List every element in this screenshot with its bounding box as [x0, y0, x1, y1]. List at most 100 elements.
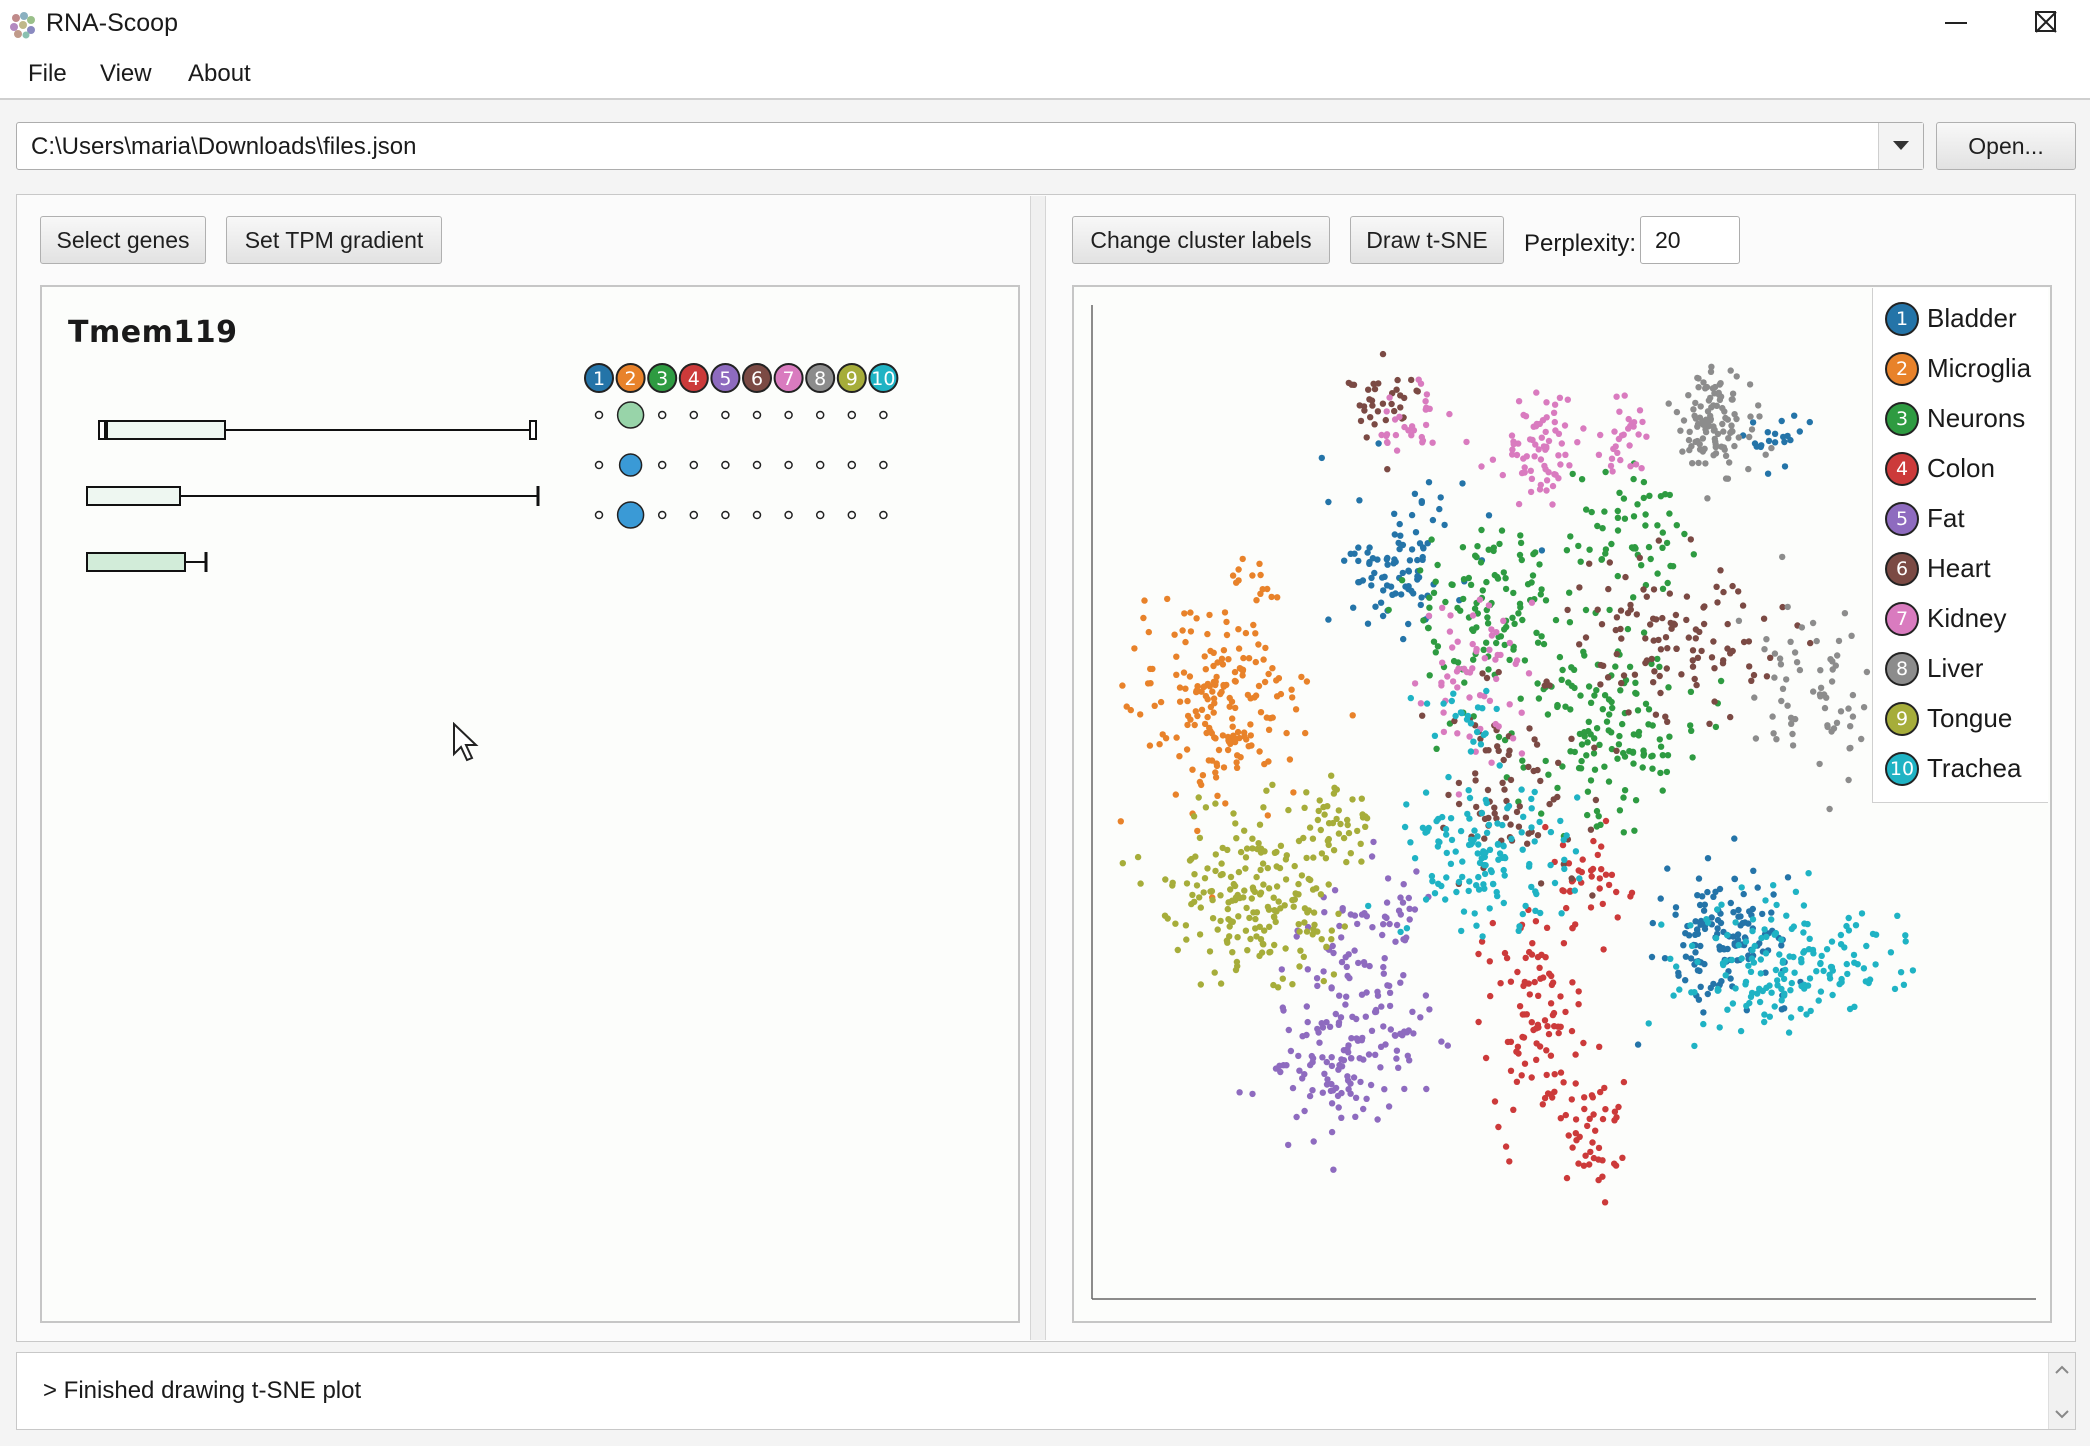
data-point	[1224, 905, 1231, 913]
expression-dot[interactable]	[594, 460, 604, 470]
expression-dot[interactable]	[752, 410, 762, 420]
expression-dot[interactable]	[616, 401, 645, 429]
console-scrollbar[interactable]	[2048, 1353, 2075, 1429]
select-genes-button[interactable]: Select genes	[40, 216, 206, 264]
expression-dot[interactable]	[721, 510, 730, 520]
legend-item-tongue[interactable]: 9 Tongue	[1885, 700, 2049, 740]
expression-dot[interactable]	[815, 460, 825, 470]
expression-dot[interactable]	[847, 460, 857, 470]
data-point	[1659, 544, 1666, 551]
data-point	[1664, 865, 1671, 872]
data-point	[1501, 872, 1508, 879]
data-point	[1330, 949, 1337, 957]
data-point	[1619, 1154, 1626, 1161]
menu-about[interactable]: About	[188, 60, 251, 87]
data-point	[1852, 922, 1860, 929]
expression-dot[interactable]	[657, 410, 667, 420]
isoform-3[interactable]	[86, 552, 208, 572]
data-point	[1608, 540, 1615, 548]
data-point	[1388, 400, 1395, 408]
data-point	[1503, 623, 1510, 631]
data-point	[1708, 363, 1715, 370]
expression-dot[interactable]	[879, 460, 888, 470]
path-dropdown-button[interactable]	[1878, 123, 1923, 169]
set-tpm-gradient-button[interactable]: Set TPM gradient	[226, 216, 442, 264]
data-point	[1806, 975, 1814, 982]
data-point	[1403, 925, 1411, 932]
expression-dot[interactable]	[879, 510, 888, 520]
expression-dot[interactable]	[689, 510, 699, 520]
menu-file[interactable]: File	[28, 60, 67, 87]
tsne-scatter-plot[interactable]	[1074, 287, 2050, 1321]
expression-dot[interactable]	[815, 510, 825, 520]
data-point	[1357, 1078, 1364, 1086]
expression-dot[interactable]	[721, 410, 730, 420]
maximize-button[interactable]	[2002, 0, 2090, 46]
change-cluster-labels-button[interactable]: Change cluster labels	[1072, 216, 1330, 264]
expression-dot[interactable]	[752, 510, 762, 520]
data-point	[1499, 821, 1506, 829]
data-point	[1625, 709, 1632, 716]
scroll-down-icon[interactable]	[2049, 1401, 2075, 1427]
isoform-2[interactable]	[86, 486, 540, 506]
scroll-up-icon[interactable]	[2049, 1357, 2075, 1383]
expression-dot[interactable]	[657, 460, 667, 470]
expression-dot[interactable]	[784, 510, 793, 520]
legend-item-neurons[interactable]: 3 Neurons	[1885, 400, 2049, 440]
data-point	[1197, 981, 1204, 988]
legend-item-colon[interactable]: 4 Colon	[1885, 450, 2049, 490]
data-point	[1578, 476, 1586, 483]
legend-item-kidney[interactable]: 7 Kidney	[1885, 600, 2049, 640]
data-point	[1445, 773, 1452, 781]
split-pane-divider[interactable]	[1030, 196, 1046, 1340]
expression-dot[interactable]	[721, 460, 730, 470]
expression-dot[interactable]	[618, 453, 643, 477]
cluster-header-label: 10	[871, 368, 895, 390]
data-point	[1231, 882, 1239, 890]
file-path-value[interactable]: C:\Users\maria\Downloads\files.json	[31, 133, 417, 160]
expression-dot[interactable]	[616, 501, 645, 529]
expression-dot[interactable]	[784, 410, 793, 420]
data-point	[1264, 585, 1271, 593]
legend-item-bladder[interactable]: 1 Bladder	[1885, 300, 2049, 340]
data-point	[1680, 942, 1687, 949]
data-point	[1582, 606, 1590, 614]
legend-item-fat[interactable]: 5 Fat	[1885, 500, 2049, 540]
close-button[interactable]	[2002, 0, 2090, 46]
legend-badge: 7	[1885, 602, 1919, 636]
data-point	[1278, 966, 1285, 973]
data-point	[1710, 423, 1717, 430]
legend-item-heart[interactable]: 6 Heart	[1885, 550, 2049, 590]
expression-dot[interactable]	[689, 410, 699, 420]
isoform-1[interactable]	[98, 420, 537, 440]
menu-view[interactable]: View	[100, 60, 152, 87]
data-point	[1417, 1014, 1424, 1021]
data-point	[1704, 855, 1712, 862]
data-point	[1614, 449, 1621, 456]
legend-item-liver[interactable]: 8 Liver	[1885, 650, 2049, 690]
data-point	[1650, 586, 1658, 593]
expression-dot[interactable]	[879, 410, 888, 420]
expression-dot[interactable]	[594, 410, 604, 420]
expression-dot[interactable]	[847, 410, 857, 420]
draw-tsne-button[interactable]: Draw t-SNE	[1350, 216, 1504, 264]
file-path-combobox[interactable]: C:\Users\maria\Downloads\files.json	[16, 122, 1924, 170]
minimize-button[interactable]	[1912, 0, 2002, 46]
expression-dot[interactable]	[815, 410, 825, 420]
perplexity-input[interactable]: 20	[1640, 216, 1740, 264]
expression-dot[interactable]	[689, 460, 699, 470]
data-point	[1597, 661, 1605, 669]
open-button[interactable]: Open...	[1936, 122, 2076, 170]
data-point	[1497, 980, 1504, 987]
expression-dot[interactable]	[752, 460, 762, 470]
data-point	[1754, 884, 1761, 891]
expression-dot[interactable]	[594, 510, 604, 520]
legend-item-microglia[interactable]: 2 Microglia	[1885, 350, 2049, 390]
expression-dot[interactable]	[847, 510, 857, 520]
expression-dot[interactable]	[784, 460, 793, 470]
expression-dot[interactable]	[657, 510, 667, 520]
legend-item-trachea[interactable]: 10 Trachea	[1885, 750, 2049, 790]
data-point	[1850, 951, 1858, 959]
data-point	[1472, 777, 1479, 784]
data-point	[1770, 882, 1777, 889]
